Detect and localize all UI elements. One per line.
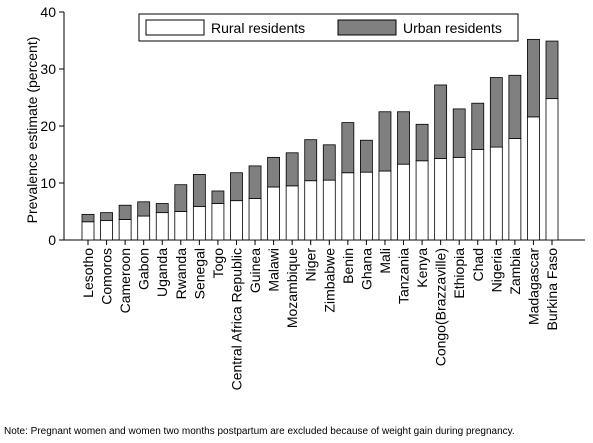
x-tick-label: Guinea xyxy=(247,248,263,293)
bar-rural xyxy=(489,146,503,241)
bar-rural xyxy=(285,185,299,241)
bar-urban xyxy=(304,139,318,182)
bar-rural xyxy=(192,205,206,241)
bar-rural xyxy=(248,197,262,241)
bar-rural xyxy=(211,203,225,241)
x-tick-label: Zimbabwe xyxy=(321,248,337,313)
bar-urban xyxy=(452,108,466,158)
bar-rural xyxy=(267,186,281,241)
bar-urban xyxy=(137,201,151,217)
bar-rural xyxy=(471,148,485,241)
bar-urban xyxy=(527,38,540,118)
bar-urban xyxy=(100,212,113,222)
bar-urban xyxy=(155,203,169,214)
x-tick-label: Lesotho xyxy=(80,248,96,298)
x-tick-label: Nigeria xyxy=(488,248,504,293)
bar-rural xyxy=(304,180,318,241)
y-tick-label: 20 xyxy=(40,118,56,134)
bar-rural xyxy=(137,215,151,241)
x-tick-labels: Lesotho Comoros Cameroon Gabon Uganda Rwanda S… xyxy=(80,240,560,390)
footnote: Note: Pregnant women and women two month… xyxy=(4,426,515,437)
y-tick-label: 10 xyxy=(40,175,56,191)
x-tick-label: Madagascar xyxy=(525,248,541,325)
bar-urban xyxy=(545,40,559,100)
legend-swatch xyxy=(337,19,397,36)
x-tick-label: Burkina Faso xyxy=(544,248,560,331)
bar-urban xyxy=(118,204,132,220)
bar-rural xyxy=(322,179,336,241)
y-tick-label: 40 xyxy=(40,4,56,20)
x-tick-label: Chad xyxy=(470,248,486,281)
bar-rural xyxy=(359,171,373,241)
bar-urban xyxy=(397,111,410,165)
bar-rural xyxy=(545,98,559,241)
y-tick-label: 30 xyxy=(40,61,56,77)
bar-urban xyxy=(489,77,503,148)
x-tick-label: Comoros xyxy=(99,248,115,305)
x-tick-label: Gabon xyxy=(136,248,152,290)
bar-urban xyxy=(322,144,336,181)
axes: 0 10 20 30 40 xyxy=(40,4,585,248)
x-tick-label: Tanzania xyxy=(396,248,412,304)
bar-rural xyxy=(434,158,448,241)
bar-urban xyxy=(267,156,281,188)
x-tick-label: Cameroon xyxy=(117,248,133,313)
bar-rural xyxy=(341,172,355,241)
bars xyxy=(81,38,559,241)
bar-rural xyxy=(397,163,410,241)
bar-rural xyxy=(378,170,392,241)
x-tick-label: Mali xyxy=(377,248,393,274)
bar-urban xyxy=(230,172,243,202)
y-tick-label: 0 xyxy=(48,232,56,248)
bar-rural xyxy=(100,220,113,241)
bar-urban xyxy=(471,102,485,150)
bar-urban xyxy=(192,174,206,207)
x-tick-label: Benin xyxy=(340,248,356,284)
bar-urban xyxy=(378,111,392,172)
bar-rural xyxy=(155,212,169,241)
bar-urban xyxy=(211,190,225,204)
bar-urban xyxy=(359,139,373,173)
bar-rural xyxy=(508,138,522,241)
bar-rural xyxy=(230,200,243,241)
bar-rural xyxy=(415,160,429,241)
y-axis-label: Prevalence estimate (percent) xyxy=(24,37,40,224)
x-tick-label: Congo(Brazzaville) xyxy=(433,248,449,366)
bar-urban xyxy=(508,74,522,139)
bar-urban xyxy=(174,184,188,212)
bar-rural xyxy=(527,116,540,241)
x-tick-label: Ghana xyxy=(358,248,374,290)
x-tick-label: Zambia xyxy=(507,248,523,295)
bar-urban xyxy=(415,123,429,162)
x-tick-label: Ethiopia xyxy=(451,248,467,299)
legend-label: Rural residents xyxy=(211,20,305,36)
x-tick-label: Niger xyxy=(303,248,319,282)
x-tick-label: Senegal xyxy=(191,248,207,299)
x-tick-label: Kenya xyxy=(414,248,430,288)
bar-rural xyxy=(81,221,95,241)
x-tick-label: Togo xyxy=(210,248,226,279)
bar-rural xyxy=(118,219,132,241)
bar-urban xyxy=(248,165,262,199)
x-tick-label: Central Africa Republic xyxy=(228,248,244,390)
legend-swatch xyxy=(145,19,205,36)
x-tick-label: Rwanda xyxy=(173,248,189,300)
x-tick-label: Mozambique xyxy=(284,248,300,328)
legend: Rural residents Urban residents xyxy=(138,13,519,42)
x-tick-label: Malawi xyxy=(266,248,282,292)
legend-label: Urban residents xyxy=(403,20,502,36)
bar-urban xyxy=(81,213,95,223)
x-tick-label: Uganda xyxy=(154,248,170,297)
bar-rural xyxy=(452,156,466,241)
bar-urban xyxy=(341,122,355,174)
bar-urban xyxy=(434,84,448,159)
bar-urban xyxy=(285,152,299,187)
bar-rural xyxy=(174,211,188,241)
